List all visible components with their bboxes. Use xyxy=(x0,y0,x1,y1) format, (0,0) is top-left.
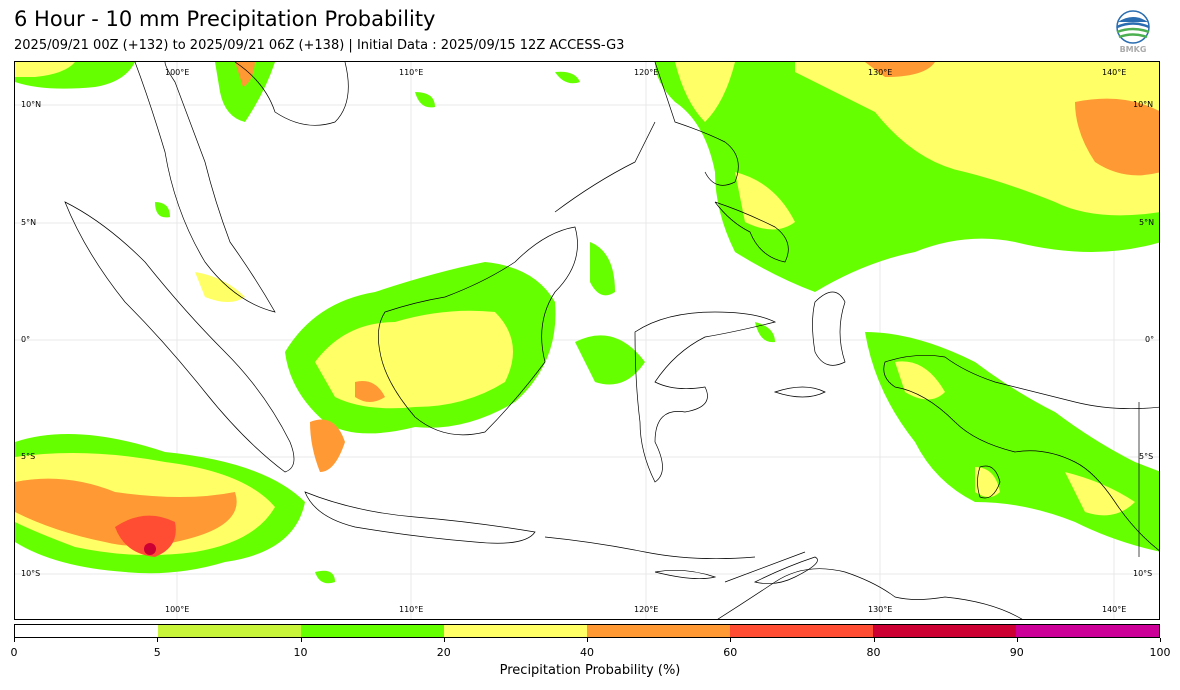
colorbar-tick-mark xyxy=(1160,638,1161,642)
lon-label-top: 130°E xyxy=(868,68,893,77)
colorbar-segment xyxy=(301,625,444,637)
colorbar-segment xyxy=(587,625,730,637)
colorbar-tick-mark xyxy=(443,638,445,642)
colorbar-tick-mark xyxy=(873,638,875,642)
colorbar-tick-label: 90 xyxy=(1009,646,1024,659)
colorbar-tick-mark xyxy=(300,638,302,642)
colorbar-tick-mark xyxy=(730,638,732,642)
colorbar-segment xyxy=(1016,625,1159,637)
colorbar-tick-label: 5 xyxy=(153,646,161,659)
colorbar-tick-label: 60 xyxy=(723,646,738,659)
colorbar-tick-label: 0 xyxy=(10,646,18,659)
map-canvas xyxy=(15,62,1159,619)
lon-label-bottom: 110°E xyxy=(399,605,424,614)
page-subtitle: 2025/09/21 00Z (+132) to 2025/09/21 06Z … xyxy=(14,38,625,53)
lon-label-top: 100°E xyxy=(165,68,190,77)
lat-label-right: 0° xyxy=(1145,335,1155,344)
lon-label-top: 110°E xyxy=(399,68,424,77)
colorbar-tick-mark xyxy=(157,638,159,642)
lon-label-top: 120°E xyxy=(634,68,659,77)
page-title: 6 Hour - 10 mm Precipitation Probability xyxy=(14,7,436,31)
lon-label-bottom: 120°E xyxy=(634,605,659,614)
logo-text: BMKG xyxy=(1119,45,1147,54)
lat-label-left: 10°N xyxy=(21,100,42,109)
lat-label-left: 5°S xyxy=(21,452,36,461)
lat-label-right: 10°N xyxy=(1133,100,1154,109)
lat-label-left: 10°S xyxy=(21,569,41,578)
lon-label-bottom: 140°E xyxy=(1102,605,1127,614)
colorbar-tick-label: 40 xyxy=(580,646,594,659)
colorbar xyxy=(14,624,1160,638)
colorbar-segment xyxy=(873,625,1016,637)
colorbar-tick-mark xyxy=(587,638,588,642)
colorbar-segment xyxy=(444,625,587,637)
colorbar-tick-label: 80 xyxy=(866,646,881,659)
lat-label-left: 0° xyxy=(21,335,31,344)
lon-label-bottom: 100°E xyxy=(165,605,190,614)
colorbar-label: Precipitation Probability (%) xyxy=(499,663,681,678)
lat-label-right: 5°N xyxy=(1139,218,1155,227)
lon-label-bottom: 130°E xyxy=(868,605,893,614)
lat-label-left: 5°N xyxy=(21,218,37,227)
lat-label-right: 5°S xyxy=(1139,452,1154,461)
colorbar-tick-label: 20 xyxy=(436,646,451,659)
precipitation-map: 100°E 110°E 120°E 130°E 140°E 100°E 110°… xyxy=(14,61,1160,620)
colorbar-tick-label: 10 xyxy=(293,646,308,659)
lat-label-right: 10°S xyxy=(1133,569,1153,578)
colorbar-segment xyxy=(15,625,158,637)
colorbar-segment xyxy=(158,625,301,637)
colorbar-tick-label: 100 xyxy=(1149,646,1171,659)
colorbar-segment xyxy=(730,625,873,637)
colorbar-tick-mark xyxy=(14,638,15,642)
colorbar-tick-mark xyxy=(1016,638,1018,642)
bmkg-logo: BMKG xyxy=(1114,10,1152,56)
lon-label-top: 140°E xyxy=(1102,68,1127,77)
